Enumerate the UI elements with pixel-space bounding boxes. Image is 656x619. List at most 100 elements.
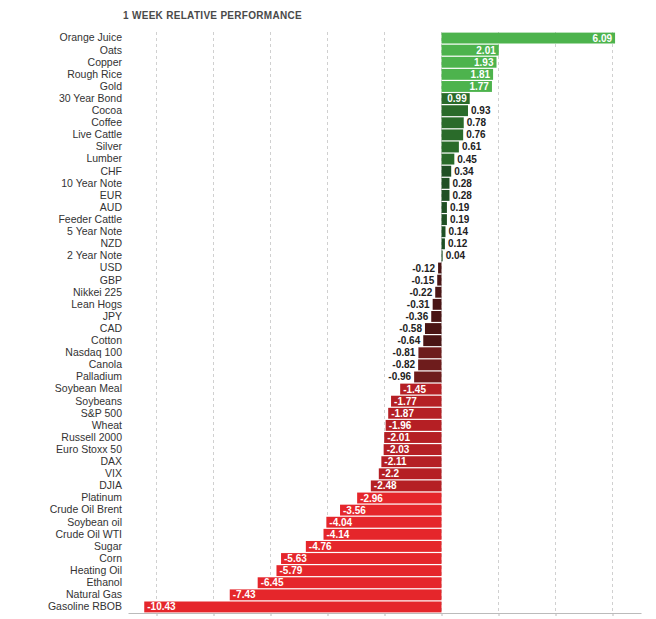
bar [324,529,442,540]
category-label: 2 Year Note [67,249,122,261]
category-label: 30 Year Bond [59,92,122,104]
grid-line [555,32,556,613]
x-tick [556,613,557,616]
bar [438,263,441,274]
category-label: DJIA [99,479,122,491]
data-label: -0.12 [412,263,435,274]
y-tick: Gold [100,80,122,92]
bar [388,408,441,419]
bar [442,190,450,201]
bar [423,335,441,346]
y-tick: JPY [103,310,122,322]
y-tick: Coffee [91,116,122,128]
y-tick: Rough Rice [67,68,122,80]
data-label: -1.96 [389,420,412,431]
bar [442,154,455,165]
bar [386,420,442,431]
category-label: Orange Juice [60,31,123,43]
data-label: -1.87 [391,408,414,419]
bar [384,444,442,455]
category-label: Gold [100,80,122,92]
data-label: -4.04 [329,517,352,528]
data-label: -0.15 [411,275,434,286]
category-label: USD [100,261,123,273]
bar [418,359,441,370]
data-label: 0.12 [448,238,468,249]
y-tick: Wheat [92,419,122,431]
bar [276,565,441,576]
grid-line [156,32,157,613]
bar [384,432,441,443]
data-label: 0.99 [447,93,467,104]
y-tick: Soybean oil [67,516,122,528]
category-label: DAX [100,455,122,467]
bar [418,347,441,358]
x-tick [214,613,215,616]
bar [437,275,441,286]
bar [357,493,441,504]
y-tick: Platinum [81,491,122,503]
data-label: 0.14 [448,226,468,237]
bar [340,505,441,516]
bar [442,250,443,261]
data-label: -3.56 [343,505,366,516]
data-label: 0.93 [471,105,491,116]
bar [379,468,442,479]
category-label: Crude Oil WTI [55,528,122,540]
chart: 1 WEEK RELATIVE PERFORMANCEOrange JuiceO… [0,0,656,619]
bar [442,202,447,213]
y-tick: CAD [100,322,123,334]
y-tick: Gasoline RBOB [48,600,122,612]
y-tick: VIX [105,467,122,479]
y-tick: Nasdaq 100 [65,346,122,358]
y-tick: Nikkei 225 [73,286,122,298]
bar [230,589,442,600]
x-tick [613,613,614,616]
data-label: -0.82 [392,359,415,370]
bar [442,238,445,249]
category-label: Lean Hogs [71,298,122,310]
data-label: 0.45 [457,154,477,165]
category-label: Lumber [86,152,122,164]
y-tick: Lean Hogs [71,298,122,310]
category-label: Feeder Cattle [58,213,122,225]
data-label: 1.93 [474,57,494,68]
bar [442,117,464,128]
y-tick: Silver [96,140,123,152]
y-tick: 10 Year Note [61,177,122,189]
y-tick: Corn [99,552,122,564]
category-label: 10 Year Note [61,177,122,189]
title: 1 WEEK RELATIVE PERFORMANCE [123,10,302,21]
category-label: Soybeans [75,395,122,407]
category-label: Russell 2000 [61,431,122,443]
y-tick: Cocoa [92,104,123,116]
grid-line [213,32,214,613]
bar [442,129,464,140]
x-tick-mark [556,613,557,616]
category-label: Live Cattle [72,128,122,140]
grid-line [498,32,499,613]
category-label: Canola [89,358,122,370]
data-label: -0.31 [407,299,430,310]
y-tick: 30 Year Bond [59,92,122,104]
x-tick [157,613,158,616]
y-tick: Soybeans [75,395,122,407]
y-tick: Oats [100,44,122,56]
bar [258,577,442,588]
category-label: VIX [105,467,122,479]
data-label: -2.11 [384,456,407,467]
bar [442,178,450,189]
category-label: Platinum [81,491,122,503]
category-label: Soybean oil [67,516,122,528]
bar [144,602,441,613]
y-tick: CHF [100,165,122,177]
category-label: Cotton [91,334,122,346]
data-label: -2.96 [360,493,383,504]
category-label: S&P 500 [81,407,122,419]
data-label: -2.01 [387,432,410,443]
bar [381,456,441,467]
x-tick-mark [385,613,386,616]
x-tick-mark [613,613,614,616]
y-tick: S&P 500 [81,407,122,419]
data-label: 6.09 [593,33,613,44]
